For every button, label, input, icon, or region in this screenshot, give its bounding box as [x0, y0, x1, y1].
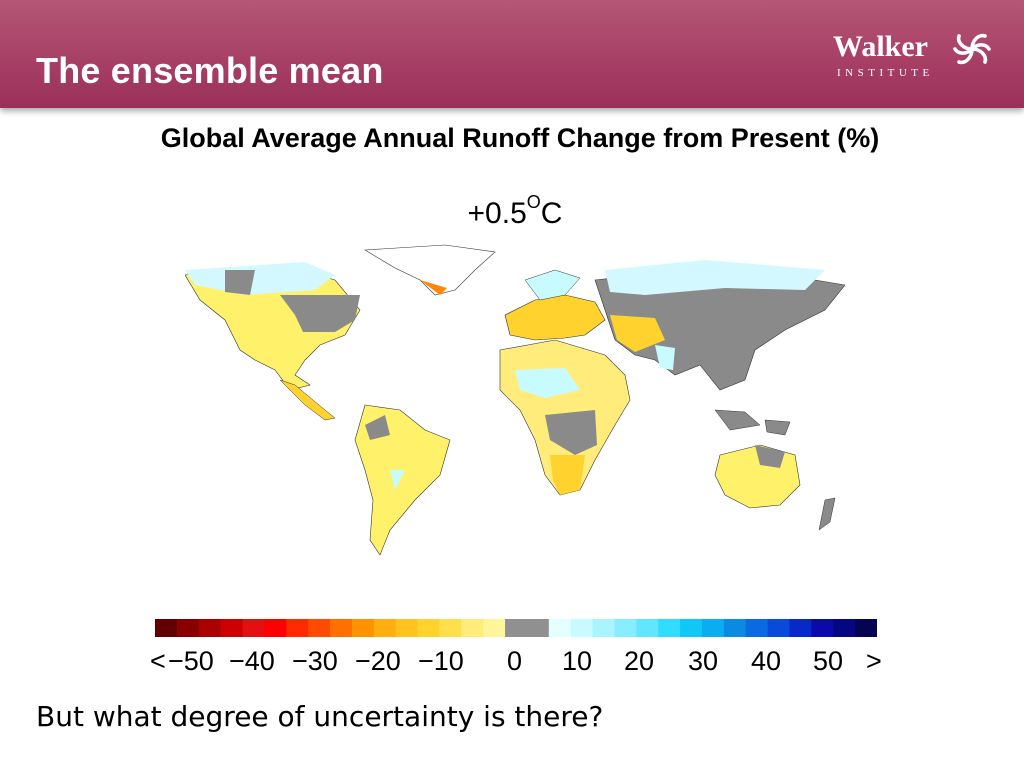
south-america: [354, 404, 451, 556]
colorbar-label-minus20: −20: [355, 646, 401, 676]
colorbar-label-50: 50: [813, 646, 844, 676]
colorbar-swatch: [570, 619, 594, 637]
chart-title: Global Average Annual Runoff Change from…: [160, 123, 880, 153]
colorbar-swatch: [483, 619, 506, 637]
colorbar-swatch: [439, 619, 462, 637]
colorbar-swatch: [395, 619, 419, 637]
title-banner: The ensemble mean Walker INSTITUTE: [0, 0, 1024, 108]
colorbar-swatch: [592, 619, 615, 637]
colorbar-swatch: [680, 619, 703, 637]
colorbar-swatch: [855, 619, 877, 637]
colorbar: [155, 619, 877, 637]
runoff-change-world-map: [185, 244, 845, 556]
colorbar-swatch: [155, 619, 178, 637]
logo-subtitle: INSTITUTE: [837, 67, 934, 79]
colorbar-swatch: [461, 619, 484, 637]
colorbar-label-minus40: −40: [229, 646, 275, 676]
colorbar-label-0: 0: [507, 646, 523, 676]
colorbar-swatch: [351, 619, 375, 637]
colorbar-swatch: [308, 619, 331, 637]
swirl-icon: [953, 33, 991, 65]
colorbar-label-minus30: −30: [292, 646, 338, 676]
colorbar-swatch: [789, 619, 812, 637]
colorbar-label-minus50: −50: [168, 646, 214, 676]
greenland: [364, 244, 496, 296]
colorbar-swatch: [198, 619, 222, 637]
colorbar-swatch: [526, 619, 550, 637]
colorbar-swatch: [811, 619, 834, 637]
logo-wordmark: Walker: [833, 30, 928, 63]
colorbar-swatch: [548, 619, 572, 637]
colorbar-swatch: [723, 619, 747, 637]
colorbar-label-20: 20: [624, 646, 655, 676]
colorbar-swatch: [833, 619, 856, 637]
warming-scenario-label: +0.5OC: [467, 192, 563, 230]
uncertainty-question: But what degree of uncertainty is there?: [36, 700, 604, 733]
europe: [504, 294, 606, 341]
colorbar-swatch: [286, 619, 309, 637]
colorbar-label-gt: >: [866, 646, 882, 676]
colorbar-label-10: 10: [562, 646, 593, 676]
colorbar-swatch: [176, 619, 200, 637]
colorbar-swatch: [658, 619, 681, 637]
colorbar-label-30: 30: [688, 646, 719, 676]
colorbar-swatch: [220, 619, 244, 637]
colorbar-swatch: [636, 619, 659, 637]
colorbar-swatch: [701, 619, 725, 637]
colorbar-label-minus10: −10: [418, 646, 464, 676]
colorbar-swatch: [264, 619, 287, 637]
colorbar-label-40: 40: [751, 646, 782, 676]
colorbar-swatch: [330, 619, 353, 637]
colorbar-swatch: [417, 619, 440, 637]
colorbar-swatch: [614, 619, 637, 637]
colorbar-swatch: [745, 619, 769, 637]
colorbar-swatch: [505, 619, 528, 637]
walker-institute-logo: Walker INSTITUTE: [833, 22, 1003, 82]
colorbar-label-lt: <: [150, 646, 166, 676]
colorbar-swatch: [373, 619, 397, 637]
colorbar-swatch: [242, 619, 265, 637]
slide-title: The ensemble mean: [36, 50, 384, 91]
colorbar-swatch: [767, 619, 790, 637]
